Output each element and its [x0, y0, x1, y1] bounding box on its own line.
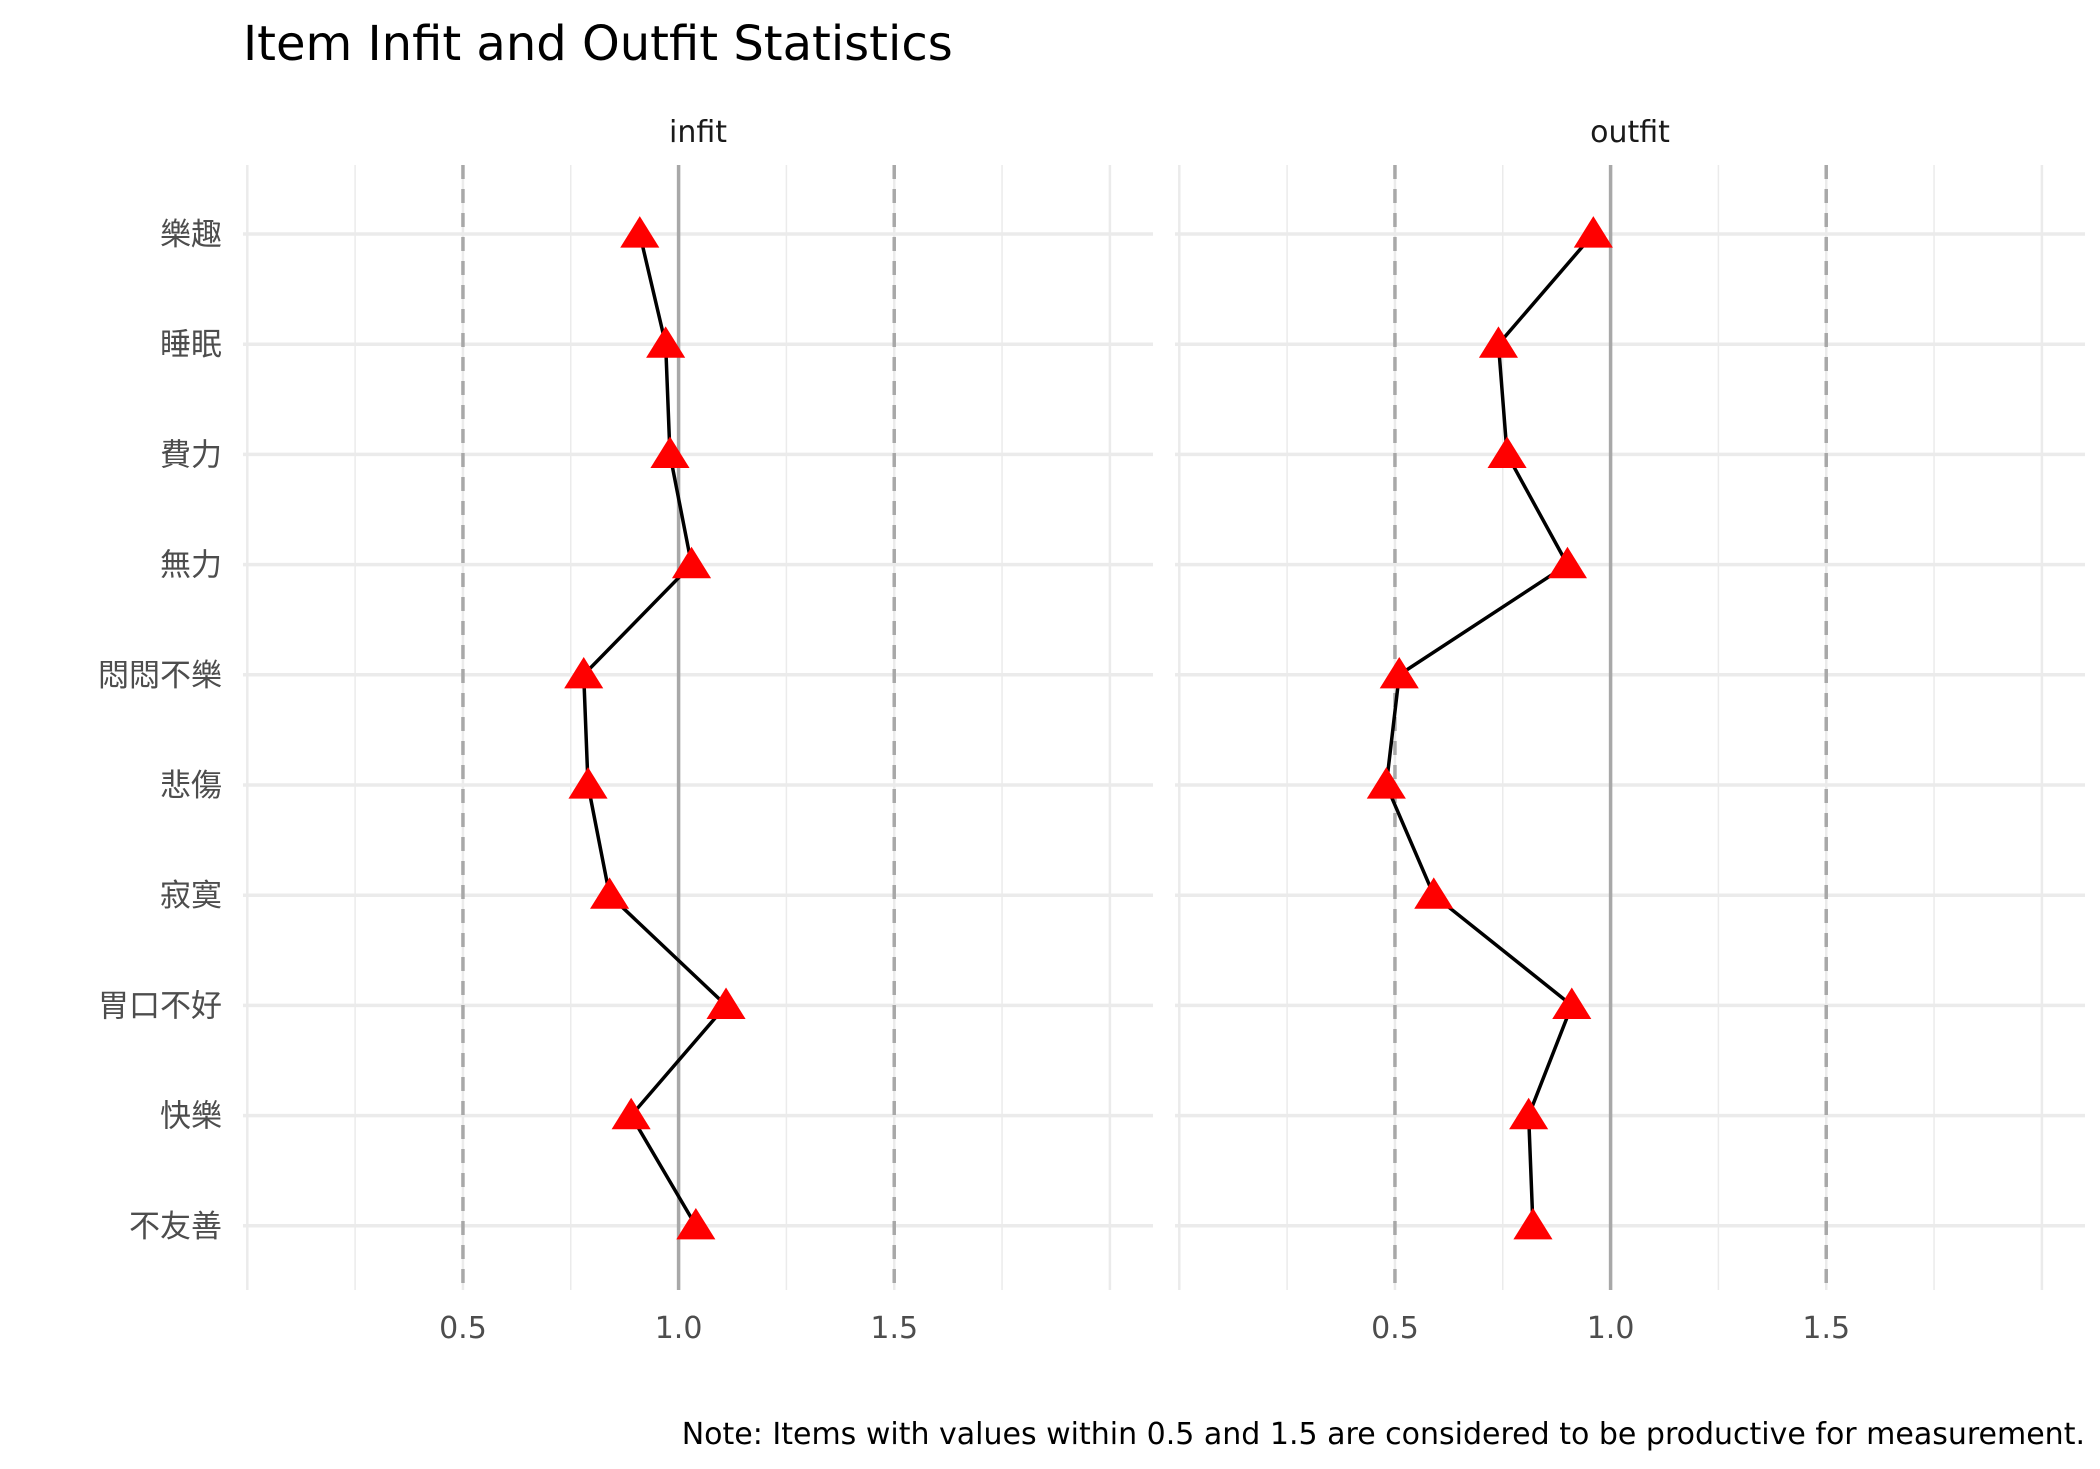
y-tick-label: 樂趣 — [160, 217, 222, 253]
y-tick-label: 悲傷 — [160, 768, 222, 804]
y-tick-label: 悶悶不樂 — [98, 658, 222, 694]
data-point — [1366, 767, 1406, 799]
data-point — [671, 546, 712, 579]
data-point — [1487, 436, 1527, 468]
series-line-infit — [581, 233, 729, 1227]
x-tick-label: 1.0 — [655, 1311, 703, 1346]
data-point — [564, 656, 604, 689]
data-point — [646, 326, 686, 358]
data-point — [1573, 216, 1613, 248]
data-point — [706, 987, 746, 1019]
x-tick-label: 1.5 — [1802, 1311, 1850, 1346]
data-point — [1379, 656, 1419, 689]
y-tick-label: 不友善 — [129, 1209, 222, 1245]
y-tick-label: 快樂 — [160, 1099, 222, 1135]
y-tick-label: 睡眠 — [160, 327, 222, 363]
panel-infit: infit 0.5 1.0 1.5 — [243, 115, 1153, 1346]
x-tick-label: 1.5 — [870, 1311, 918, 1346]
facet-label: outfit — [1590, 115, 1670, 150]
y-tick-label: 費力 — [160, 437, 222, 473]
data-point — [650, 436, 690, 468]
chart-title: Item Infit and Outfit Statistics — [243, 16, 953, 72]
panel-outfit: outfit 0.5 1.0 1.5 — [1175, 115, 2085, 1346]
data-point — [590, 877, 630, 909]
data-point — [620, 216, 660, 248]
x-tick-label: 1.0 — [1587, 1311, 1635, 1346]
y-tick-label: 無力 — [160, 548, 222, 584]
data-point — [1513, 1207, 1553, 1240]
data-point — [1509, 1097, 1549, 1130]
x-tick-label: 0.5 — [1371, 1311, 1419, 1346]
data-point — [1414, 877, 1454, 909]
facet-panels: infit 0.5 1.0 1.5 outfit 0.5 1.0 1.5 — [243, 115, 2085, 1346]
data-point — [1478, 326, 1519, 358]
x-tick-label: 0.5 — [439, 1311, 487, 1346]
series-line-outfit — [1384, 232, 1595, 1226]
y-tick-label: 胃口不好 — [98, 988, 222, 1024]
data-point — [1552, 987, 1592, 1019]
data-point — [611, 1097, 651, 1130]
facet-label: infit — [669, 115, 727, 150]
y-tick-label: 寂寞 — [160, 878, 222, 914]
chart-caption: Note: Items with values within 0.5 and 1… — [682, 1417, 2085, 1452]
data-point — [568, 767, 608, 799]
data-point — [676, 1207, 716, 1240]
data-point — [1547, 546, 1588, 579]
